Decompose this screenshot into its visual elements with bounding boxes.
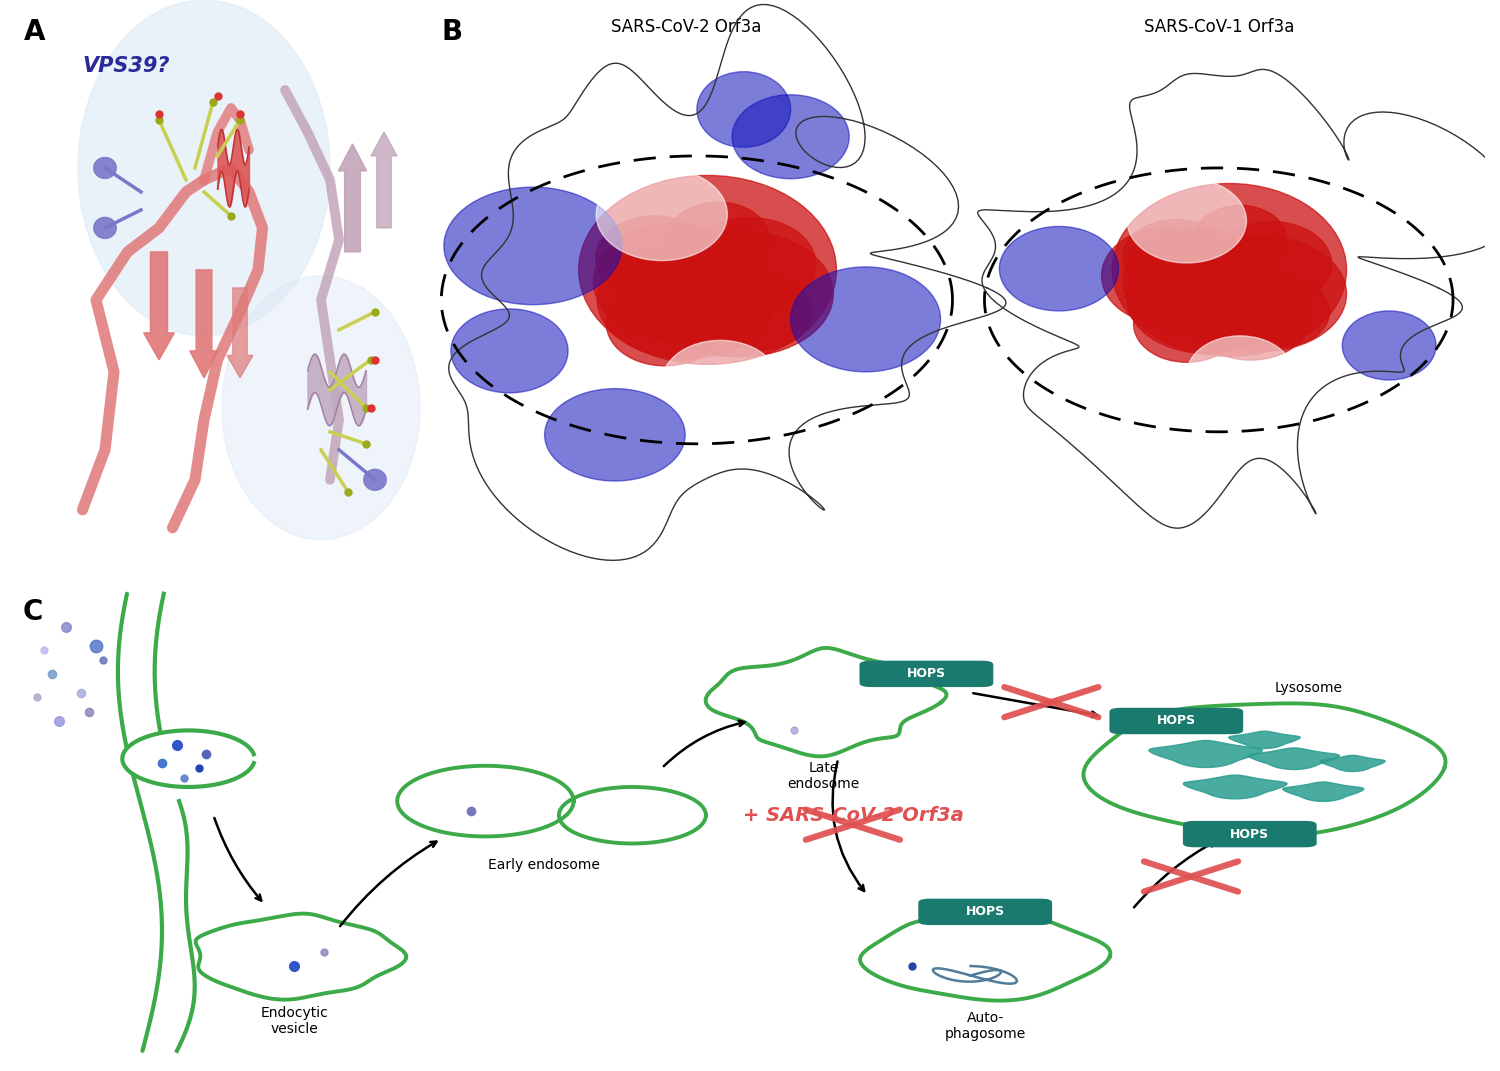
Ellipse shape — [732, 94, 849, 179]
Ellipse shape — [1126, 179, 1246, 263]
Ellipse shape — [1212, 222, 1332, 306]
Polygon shape — [1228, 731, 1300, 749]
Ellipse shape — [1134, 286, 1240, 362]
FancyArrow shape — [339, 144, 366, 252]
Ellipse shape — [594, 223, 758, 341]
Ellipse shape — [452, 308, 568, 393]
Text: Auto-
phagosome: Auto- phagosome — [945, 1011, 1026, 1041]
Circle shape — [222, 276, 420, 540]
Ellipse shape — [1124, 220, 1230, 297]
Ellipse shape — [596, 216, 712, 300]
Ellipse shape — [1126, 246, 1288, 353]
Text: Early endosome: Early endosome — [489, 858, 600, 872]
Polygon shape — [1149, 740, 1263, 768]
Ellipse shape — [93, 157, 117, 179]
Ellipse shape — [1112, 183, 1347, 357]
Ellipse shape — [1124, 228, 1272, 335]
Ellipse shape — [698, 72, 790, 147]
Ellipse shape — [1186, 336, 1293, 412]
Ellipse shape — [684, 217, 816, 311]
Text: HOPS: HOPS — [908, 667, 946, 680]
Ellipse shape — [596, 168, 728, 260]
Ellipse shape — [544, 389, 686, 481]
Polygon shape — [859, 914, 1110, 1000]
Polygon shape — [1184, 775, 1287, 799]
Ellipse shape — [710, 274, 813, 349]
Polygon shape — [1282, 782, 1364, 801]
Text: SARS-CoV-2 Orf3a: SARS-CoV-2 Orf3a — [610, 18, 762, 36]
Ellipse shape — [1342, 311, 1436, 380]
Ellipse shape — [666, 202, 770, 277]
Polygon shape — [448, 4, 1007, 560]
Text: Lysosome: Lysosome — [1275, 681, 1342, 695]
Ellipse shape — [444, 187, 622, 304]
Ellipse shape — [597, 241, 776, 359]
Polygon shape — [1320, 755, 1384, 771]
FancyBboxPatch shape — [1110, 708, 1244, 735]
Ellipse shape — [662, 341, 778, 424]
Polygon shape — [1083, 704, 1446, 835]
Text: HOPS: HOPS — [1156, 714, 1196, 727]
Text: C: C — [22, 599, 42, 627]
Ellipse shape — [999, 226, 1119, 311]
FancyArrow shape — [226, 288, 254, 378]
FancyArrow shape — [144, 252, 174, 360]
Ellipse shape — [1236, 277, 1329, 346]
Polygon shape — [398, 766, 573, 836]
FancyBboxPatch shape — [918, 899, 1052, 925]
Ellipse shape — [1176, 237, 1347, 351]
Polygon shape — [705, 648, 946, 756]
Ellipse shape — [579, 176, 837, 364]
Ellipse shape — [1192, 206, 1287, 274]
Text: HOPS: HOPS — [966, 905, 1005, 918]
Text: VPS39?: VPS39? — [82, 56, 170, 76]
Ellipse shape — [1101, 228, 1230, 323]
Ellipse shape — [790, 267, 940, 372]
Text: B: B — [441, 18, 462, 46]
Ellipse shape — [1191, 275, 1311, 360]
Text: Late
endosome: Late endosome — [788, 761, 859, 791]
Text: HOPS: HOPS — [1230, 828, 1269, 841]
Polygon shape — [1248, 748, 1340, 770]
FancyBboxPatch shape — [1184, 820, 1317, 847]
Ellipse shape — [646, 231, 833, 357]
Ellipse shape — [606, 282, 723, 366]
Text: + SARS-CoV-2 Orf3a: + SARS-CoV-2 Orf3a — [742, 805, 963, 825]
Text: Endocytic
vesicle: Endocytic vesicle — [261, 1006, 328, 1037]
Ellipse shape — [93, 217, 117, 239]
Polygon shape — [123, 730, 254, 787]
Circle shape — [78, 0, 330, 336]
Ellipse shape — [363, 469, 387, 491]
FancyArrow shape — [190, 270, 217, 378]
Polygon shape — [195, 914, 406, 999]
Polygon shape — [978, 70, 1500, 528]
Text: SARS-CoV-1 Orf3a: SARS-CoV-1 Orf3a — [1143, 18, 1294, 36]
FancyBboxPatch shape — [859, 661, 993, 688]
Polygon shape — [560, 787, 706, 844]
FancyArrow shape — [370, 132, 398, 228]
Text: A: A — [24, 18, 45, 46]
